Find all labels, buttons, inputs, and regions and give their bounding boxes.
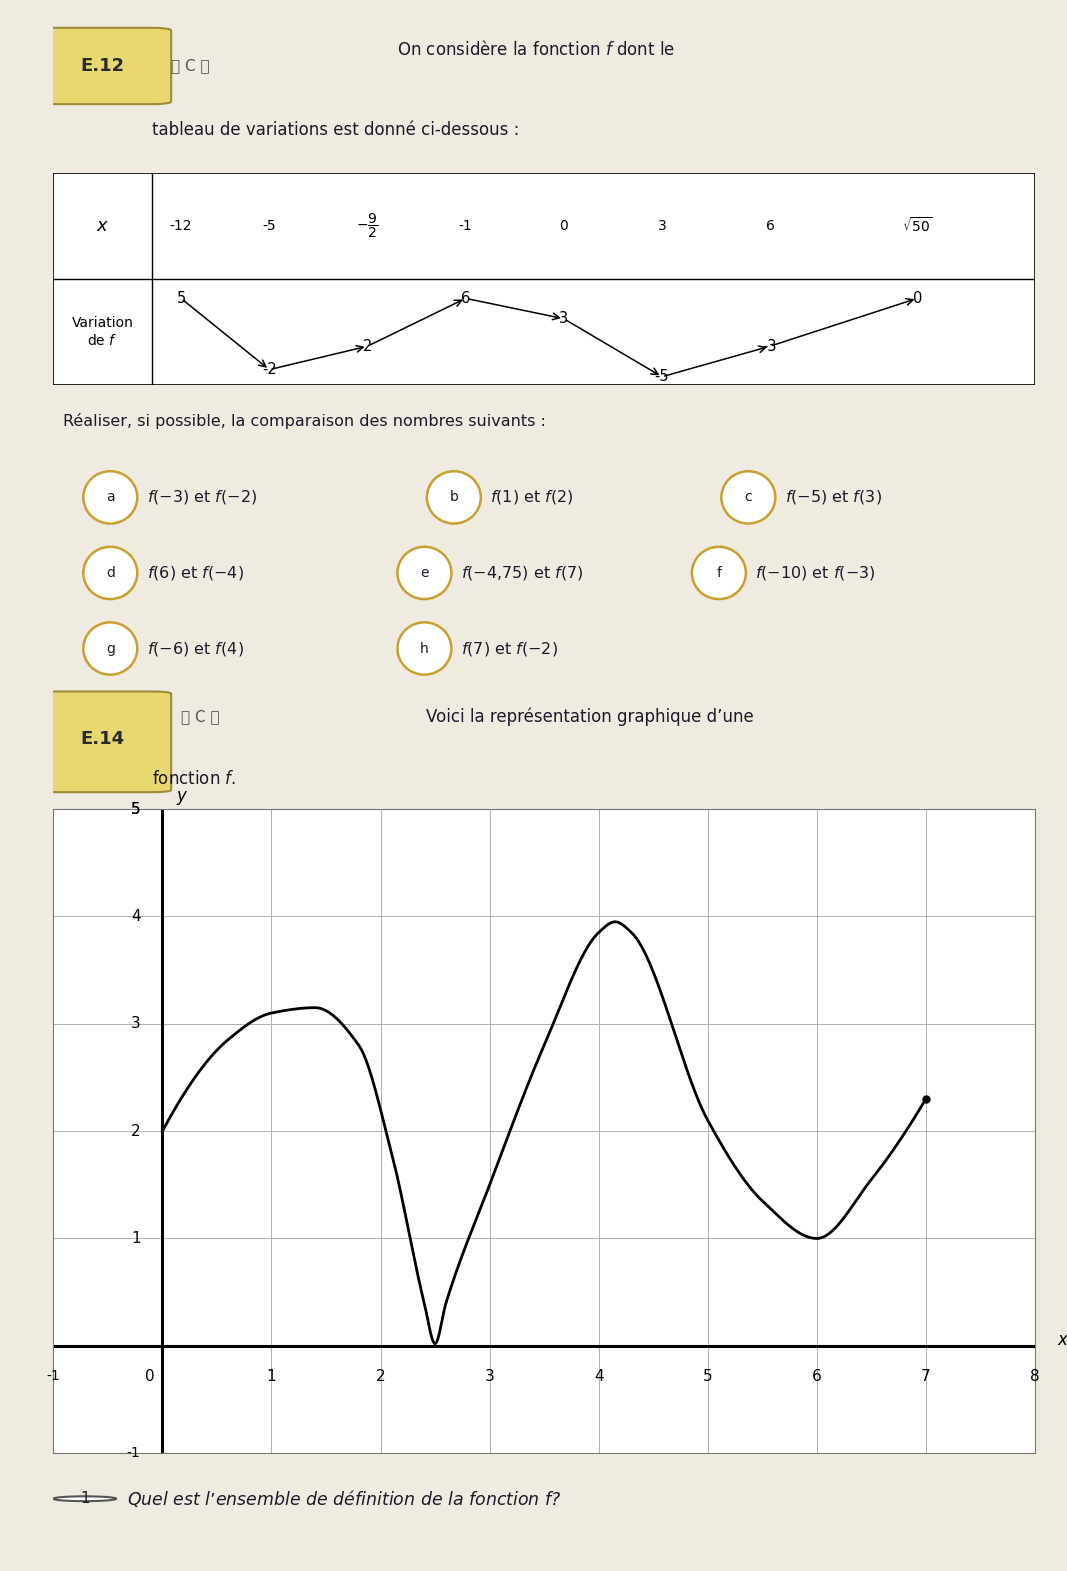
Text: $f(-3)$ et $f(-2)$: $f(-3)$ et $f(-2)$ <box>146 489 257 506</box>
Ellipse shape <box>83 471 138 523</box>
Text: 6: 6 <box>765 218 775 233</box>
Text: -5: -5 <box>262 218 276 233</box>
Ellipse shape <box>721 471 776 523</box>
Text: 2: 2 <box>376 1370 385 1384</box>
Text: 0: 0 <box>912 291 922 306</box>
Text: 3: 3 <box>131 1016 141 1031</box>
Text: 1: 1 <box>80 1491 90 1507</box>
Text: $f(7)$ et $f(-2)$: $f(7)$ et $f(-2)$ <box>461 639 558 658</box>
Text: $f(-4{,}75)$ et $f(7)$: $f(-4{,}75)$ et $f(7)$ <box>461 564 583 581</box>
Text: 3: 3 <box>559 311 569 327</box>
Text: tableau de variations est donné ci-dessous :: tableau de variations est donné ci-desso… <box>152 121 519 138</box>
Text: -3: -3 <box>763 339 777 353</box>
Text: $y$: $y$ <box>175 789 188 807</box>
Text: a: a <box>106 490 114 504</box>
Text: 0: 0 <box>144 1370 154 1384</box>
Text: 5: 5 <box>131 801 141 817</box>
Text: 0: 0 <box>559 218 569 233</box>
Text: 5: 5 <box>131 801 141 817</box>
Text: c: c <box>745 490 752 504</box>
Text: b: b <box>449 490 459 504</box>
Text: -5: -5 <box>655 369 669 385</box>
Text: g: g <box>106 641 115 655</box>
Text: $-\dfrac{9}{2}$: $-\dfrac{9}{2}$ <box>356 212 379 240</box>
Ellipse shape <box>83 547 138 599</box>
Text: $f(6)$ et $f(-4)$: $f(6)$ et $f(-4)$ <box>146 564 243 581</box>
Text: $f(1)$ et $f(2)$: $f(1)$ et $f(2)$ <box>490 489 574 506</box>
Text: e: e <box>420 566 429 580</box>
Text: 3: 3 <box>484 1370 494 1384</box>
Text: Réaliser, si possible, la comparaison des nombres suivants :: Réaliser, si possible, la comparaison de… <box>63 413 546 429</box>
Text: On considère la fonction $f$ dont le: On considère la fonction $f$ dont le <box>397 39 675 58</box>
Text: $x$: $x$ <box>96 217 109 234</box>
Ellipse shape <box>397 547 451 599</box>
Text: Voici la représentation graphique d’une: Voici la représentation graphique d’une <box>427 707 754 726</box>
Text: -1: -1 <box>47 1370 60 1384</box>
Text: $f(-6)$ et $f(4)$: $f(-6)$ et $f(4)$ <box>146 639 243 658</box>
Text: 8: 8 <box>1030 1370 1040 1384</box>
Text: 2: 2 <box>363 339 372 353</box>
Text: 🌡 C 🎒: 🌡 C 🎒 <box>171 58 210 74</box>
Circle shape <box>53 1496 116 1502</box>
Text: 4: 4 <box>131 910 141 924</box>
Text: 5: 5 <box>176 291 186 306</box>
Text: $\sqrt{50}$: $\sqrt{50}$ <box>902 217 933 236</box>
Text: 5: 5 <box>703 1370 713 1384</box>
Text: 🌡 C 🎒: 🌡 C 🎒 <box>181 709 220 724</box>
Ellipse shape <box>397 622 451 674</box>
Text: 1: 1 <box>131 1232 141 1246</box>
Text: $f(-10)$ et $f(-3)$: $f(-10)$ et $f(-3)$ <box>755 564 876 581</box>
Text: $f(-5)$ et $f(3)$: $f(-5)$ et $f(3)$ <box>784 489 881 506</box>
Text: 6: 6 <box>461 291 471 306</box>
Text: 2: 2 <box>131 1123 141 1139</box>
Text: 1: 1 <box>267 1370 276 1384</box>
Text: d: d <box>106 566 115 580</box>
Ellipse shape <box>83 622 138 674</box>
Ellipse shape <box>427 471 481 523</box>
Text: 3: 3 <box>657 218 667 233</box>
Text: E.12: E.12 <box>80 57 125 75</box>
FancyBboxPatch shape <box>34 691 171 792</box>
Text: fonction $f$.: fonction $f$. <box>152 770 236 787</box>
Text: 4: 4 <box>594 1370 604 1384</box>
Text: -1: -1 <box>127 1447 141 1459</box>
Text: E.14: E.14 <box>80 731 125 748</box>
Text: -1: -1 <box>459 218 473 233</box>
Text: f: f <box>716 566 721 580</box>
Text: 7: 7 <box>921 1370 930 1384</box>
Text: -2: -2 <box>261 363 276 377</box>
FancyBboxPatch shape <box>34 28 171 104</box>
Text: h: h <box>420 641 429 655</box>
Text: Variation
de $f$: Variation de $f$ <box>71 316 133 349</box>
Text: $x$: $x$ <box>1056 1332 1067 1349</box>
Text: -12: -12 <box>170 218 192 233</box>
Text: 6: 6 <box>812 1370 822 1384</box>
Ellipse shape <box>691 547 746 599</box>
Text: Quel est l’ensemble de définition de la fonction $f$?: Quel est l’ensemble de définition de la … <box>127 1488 561 1510</box>
